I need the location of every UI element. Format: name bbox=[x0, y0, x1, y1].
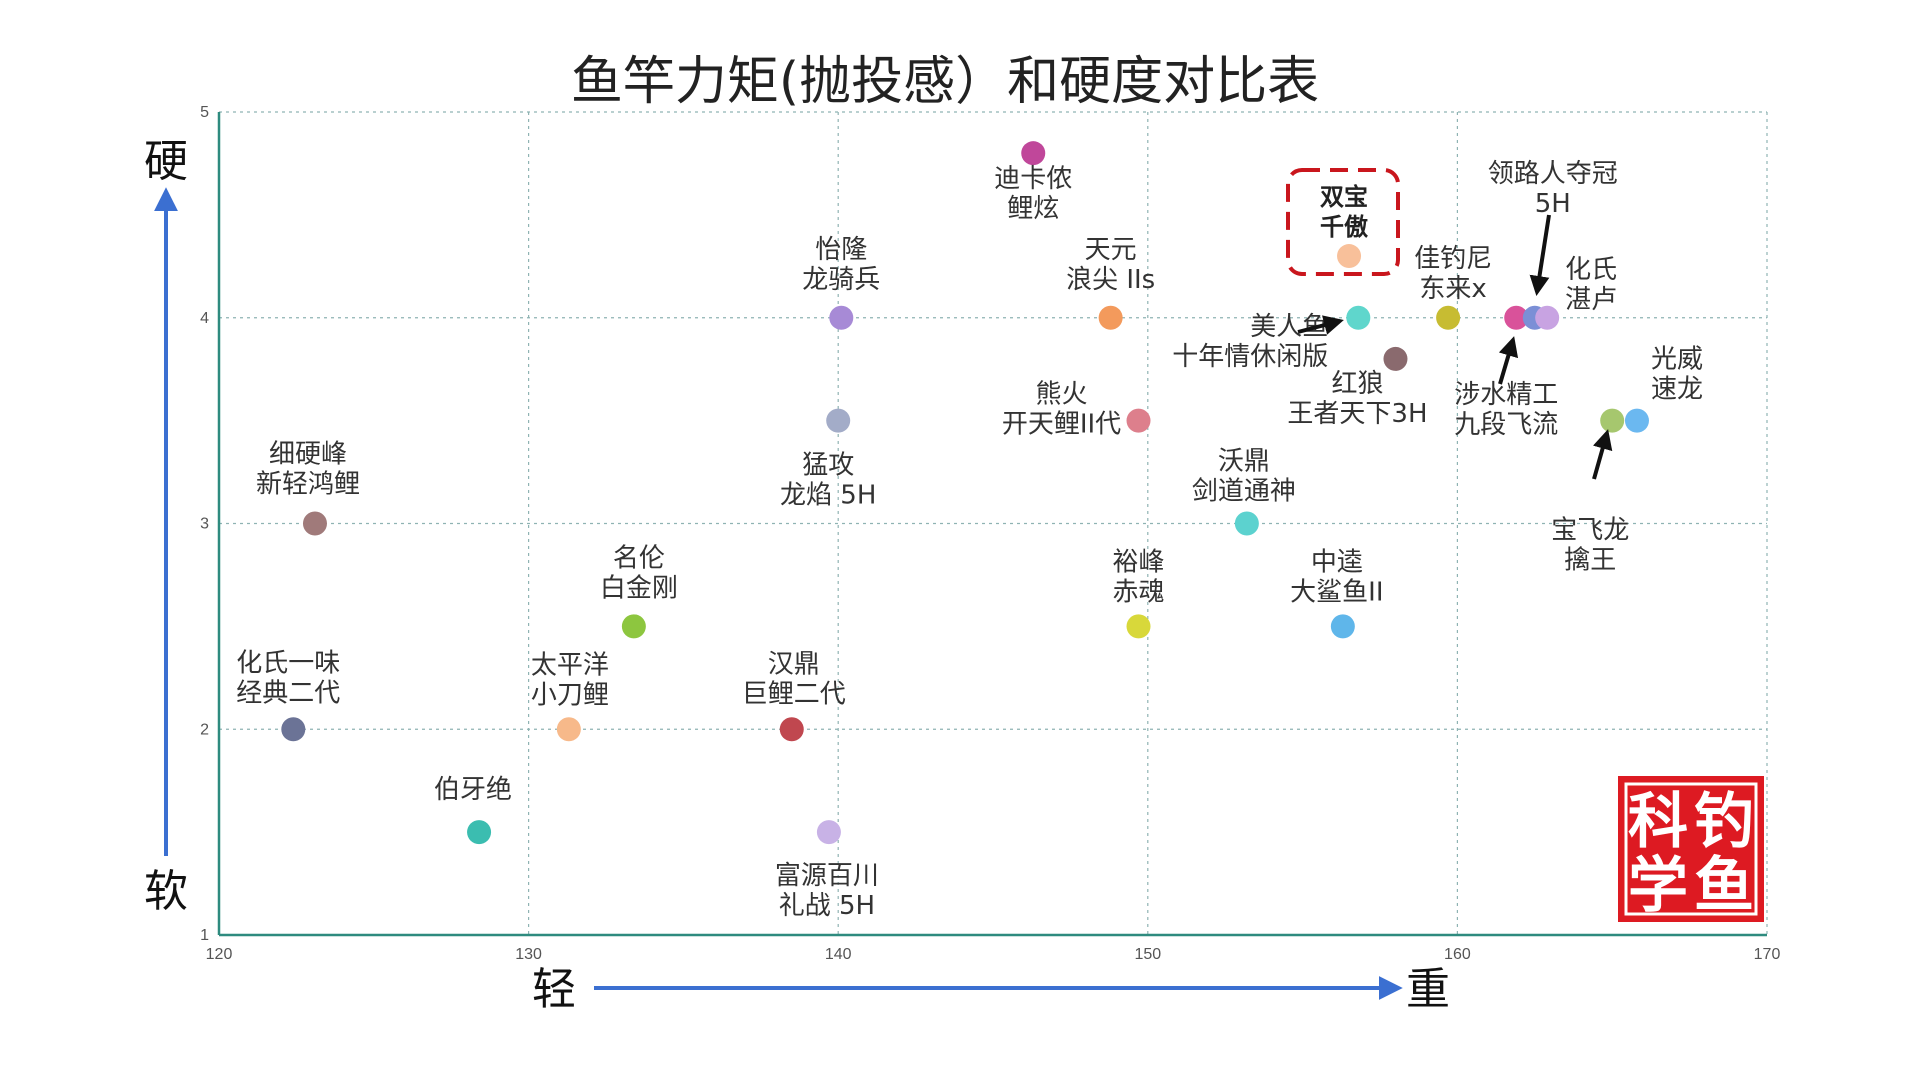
x-tick-label: 170 bbox=[1754, 946, 1781, 963]
callout-arrow-baofeilong bbox=[1592, 429, 1613, 480]
data-point bbox=[621, 614, 646, 639]
point-label: 红狼王者天下3H bbox=[1287, 369, 1427, 429]
data-point bbox=[556, 717, 581, 742]
y-tick-label: 2 bbox=[200, 721, 209, 738]
point-label: 化氏湛卢 bbox=[1565, 255, 1617, 315]
seal-char-4: 鱼 bbox=[1694, 851, 1754, 921]
point-label: 细硬峰新轻鸿鲤 bbox=[256, 440, 360, 500]
point-label: 中逵大鲨鱼II bbox=[1290, 547, 1383, 607]
data-point bbox=[1383, 346, 1408, 371]
point-label: 裕峰赤魂 bbox=[1113, 547, 1165, 607]
point-label: 领路人夺冠 5H bbox=[1488, 159, 1618, 219]
seal-background bbox=[1618, 776, 1764, 922]
axes bbox=[217, 112, 1767, 937]
y-tick-label: 5 bbox=[200, 104, 209, 121]
seal-char-3: 学 bbox=[1628, 851, 1688, 921]
data-point bbox=[1126, 614, 1151, 639]
point-label: 伯牙绝 bbox=[434, 775, 512, 805]
y-tick-label: 4 bbox=[200, 310, 209, 327]
chart-title: 鱼竿力矩(抛投感）和硬度对比表 bbox=[571, 52, 1319, 112]
x-tick-label: 160 bbox=[1444, 946, 1471, 963]
data-point bbox=[1535, 305, 1560, 330]
data-point bbox=[829, 305, 854, 330]
data-points bbox=[281, 141, 1649, 845]
data-point bbox=[281, 717, 306, 742]
x-tick-label: 140 bbox=[825, 946, 852, 963]
point-label: 沃鼎剑道通神 bbox=[1192, 447, 1296, 507]
point-label: 汉鼎巨鲤二代 bbox=[742, 649, 846, 709]
point-label: 猛攻龙焰 5H bbox=[780, 451, 876, 511]
point-label: 宝飞龙擒王 bbox=[1551, 516, 1629, 576]
y-axis-top-word: 硬 bbox=[144, 136, 188, 187]
tick-labels: 120 130 140 150 160 170 1 2 3 4 5 bbox=[200, 104, 1780, 963]
point-label: 美人鱼十年情休闲版 bbox=[1172, 312, 1328, 372]
data-point bbox=[1098, 305, 1123, 330]
data-point bbox=[1126, 408, 1151, 433]
data-point bbox=[467, 820, 492, 845]
highlight-label-line2: 千傲 bbox=[1320, 213, 1369, 241]
data-point bbox=[1346, 305, 1371, 330]
point-label: 化氏一味经典二代 bbox=[236, 648, 340, 708]
seal-char-1: 科 bbox=[1628, 787, 1688, 857]
data-point bbox=[1600, 408, 1625, 433]
data-point bbox=[779, 717, 804, 742]
callout-arrow-linglu bbox=[1529, 214, 1551, 296]
seal-stamp: 科 钓 学 鱼 bbox=[1618, 776, 1764, 922]
data-point bbox=[1624, 408, 1649, 433]
point-label: 佳钓尼东来x bbox=[1414, 244, 1492, 304]
data-point bbox=[1337, 244, 1362, 269]
seal-char-2: 钓 bbox=[1694, 787, 1754, 857]
x-tick-label: 130 bbox=[515, 946, 542, 963]
highlight-label-line1: 双宝 bbox=[1320, 183, 1368, 211]
seal-border bbox=[1624, 782, 1758, 916]
data-point bbox=[1504, 305, 1529, 330]
point-label: 天元浪尖 IIs bbox=[1066, 235, 1155, 295]
point-label: 熊火开天鲤II代 bbox=[1002, 380, 1121, 440]
data-point bbox=[1330, 614, 1355, 639]
data-point bbox=[302, 511, 327, 536]
x-tick-label: 120 bbox=[206, 946, 233, 963]
data-point bbox=[1021, 141, 1046, 166]
data-point bbox=[816, 820, 841, 845]
point-label: 怡隆龙骑兵 bbox=[802, 235, 880, 295]
point-label: 名伦白金刚 bbox=[600, 543, 678, 603]
x-axis-right-word: 重 bbox=[1406, 964, 1450, 1015]
callout-arrow-meirenyu bbox=[1297, 315, 1344, 335]
data-point bbox=[1234, 511, 1259, 536]
y-tick-label: 3 bbox=[200, 516, 209, 533]
point-label: 富源百川礼战 5H bbox=[775, 861, 879, 921]
point-label: 太平洋小刀鲤 bbox=[531, 650, 609, 710]
point-label: 光威速龙 bbox=[1651, 345, 1703, 405]
data-point bbox=[1436, 305, 1461, 330]
callout-arrow-sheshui bbox=[1498, 336, 1519, 385]
point-label: 迪卡侬鲤炫 bbox=[994, 164, 1072, 224]
data-point bbox=[826, 408, 851, 433]
highlight-box bbox=[1286, 168, 1400, 276]
grid-lines bbox=[219, 111, 1768, 935]
y-tick-label: 1 bbox=[200, 927, 209, 944]
point-label: 涉水精工九段飞流 bbox=[1454, 380, 1558, 440]
x-tick-label: 150 bbox=[1134, 946, 1161, 963]
y-axis-bottom-word: 软 bbox=[144, 866, 188, 917]
x-axis-left-word: 轻 bbox=[532, 964, 576, 1015]
